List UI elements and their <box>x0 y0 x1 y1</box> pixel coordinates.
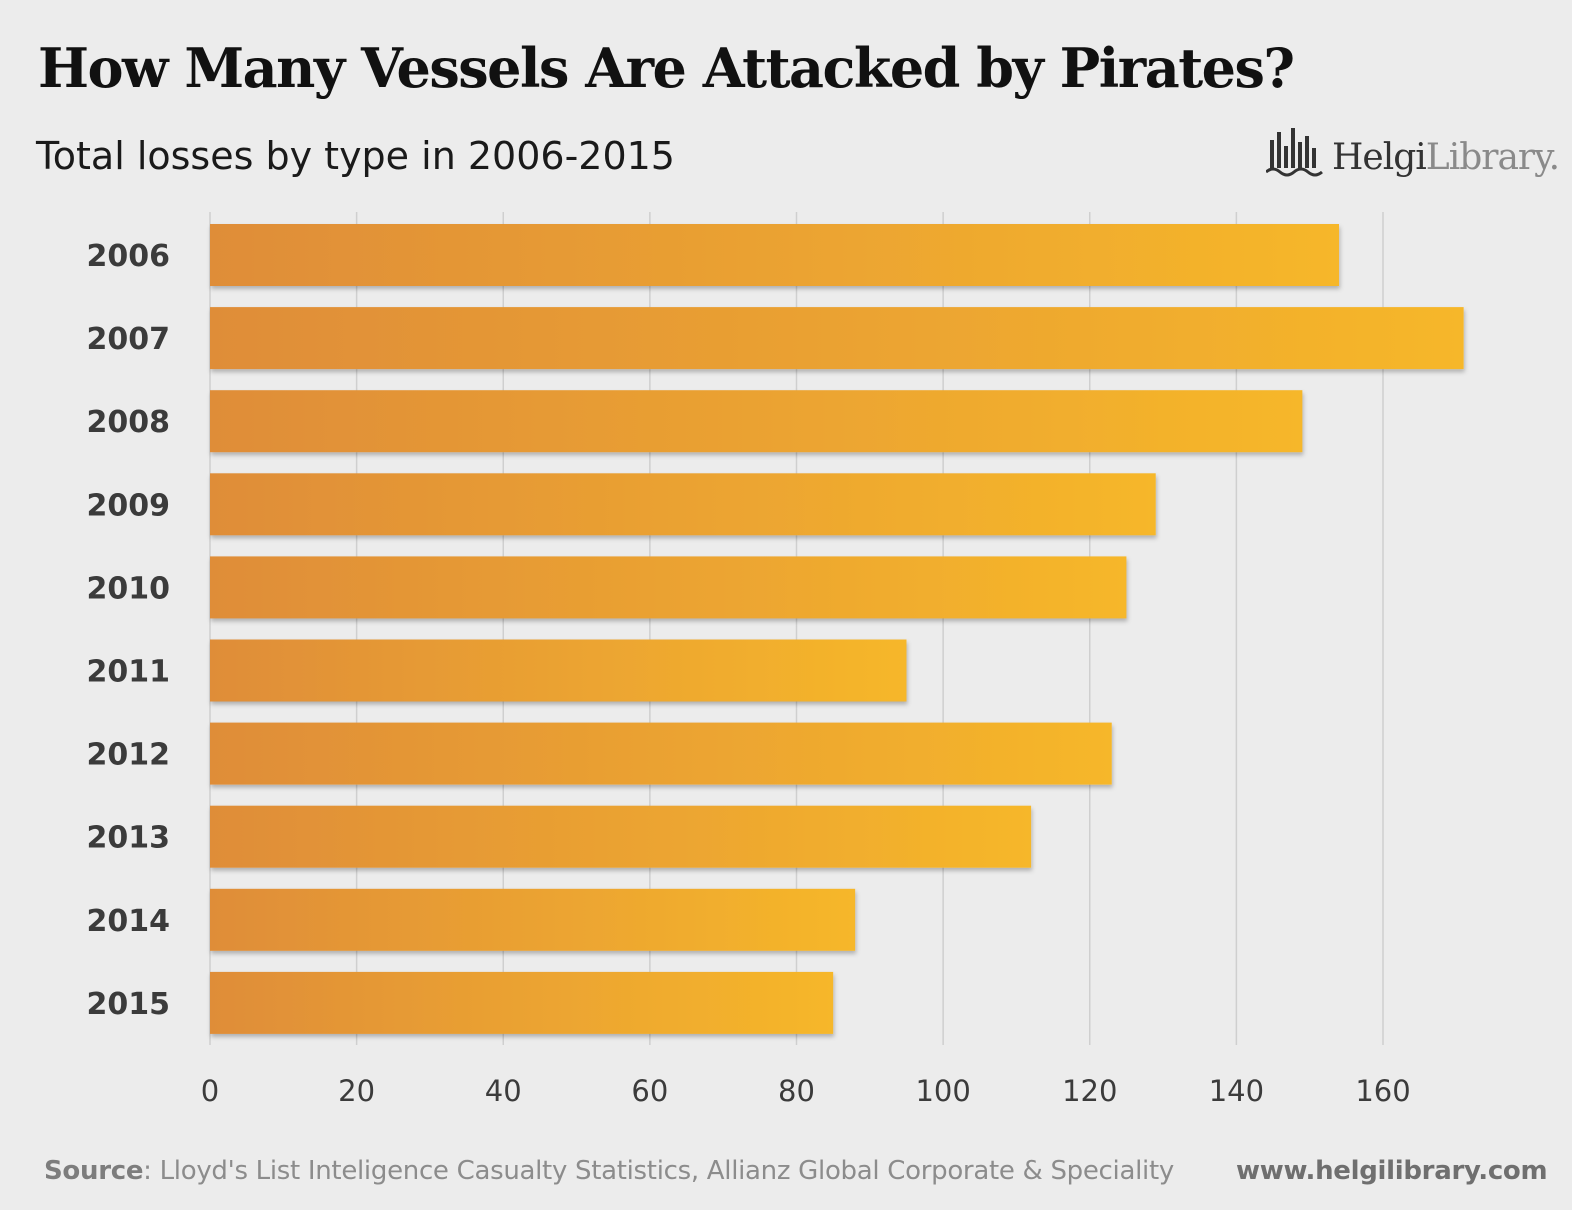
y-tick-label: 2013 <box>87 821 171 856</box>
x-tick-label: 80 <box>778 1074 815 1108</box>
x-tick-label: 120 <box>1062 1074 1117 1108</box>
x-tick-label: 140 <box>1209 1074 1264 1108</box>
website-url[interactable]: www.helgilibrary.com <box>1236 1156 1548 1186</box>
y-tick-label: 2011 <box>87 655 171 690</box>
x-tick-label: 40 <box>485 1074 522 1108</box>
y-tick-label: 2007 <box>87 322 171 357</box>
chart-title: How Many Vessels Are Attacked by Pirates… <box>38 36 1295 100</box>
y-tick-label: 2012 <box>87 738 171 773</box>
y-tick-label: 2009 <box>87 488 171 523</box>
y-tick-label: 2008 <box>87 405 171 440</box>
bar-2006 <box>210 224 1340 286</box>
bar-2014 <box>210 888 856 951</box>
bar-2009 <box>210 473 1156 536</box>
x-tick-label: 20 <box>338 1074 375 1108</box>
y-tick-label: 2010 <box>87 571 171 606</box>
logo-text-helgi: Helgi <box>1332 137 1427 178</box>
bar-2011 <box>210 639 907 702</box>
y-tick-label: 2006 <box>87 239 171 274</box>
x-tick-label: 100 <box>915 1074 970 1108</box>
y-tick-label: 2015 <box>87 987 171 1022</box>
x-tick-label: 60 <box>631 1074 668 1108</box>
bar-2015 <box>210 971 834 1034</box>
x-axis-labels: 0 20 40 60 80 100 120 140 160 <box>201 1074 1411 1108</box>
source-note: Source: Lloyd's List Inteligence Casualt… <box>44 1156 1174 1186</box>
x-tick-label: 0 <box>201 1074 219 1108</box>
bar-2007 <box>210 307 1464 370</box>
bar-2008 <box>210 390 1303 453</box>
x-tick-label: 160 <box>1355 1074 1410 1108</box>
bars <box>210 224 1464 1034</box>
bar-2013 <box>210 805 1032 868</box>
logo-text-library: Library. <box>1425 137 1560 178</box>
y-tick-label: 2014 <box>87 904 171 939</box>
bar-2012 <box>210 722 1112 785</box>
logo-bars-icon <box>1266 128 1323 177</box>
chart-subtitle: Total losses by type in 2006-2015 <box>36 134 675 178</box>
source-label: Source <box>44 1156 144 1186</box>
helgilibrary-logo: Helgi Library. <box>1266 126 1560 178</box>
source-text: : Lloyd's List Inteligence Casualty Stat… <box>143 1156 1174 1186</box>
y-axis-labels: 2006 2007 2008 2009 2010 2011 2012 2013 2014 2015 <box>87 239 171 1022</box>
bar-2010 <box>210 556 1127 619</box>
